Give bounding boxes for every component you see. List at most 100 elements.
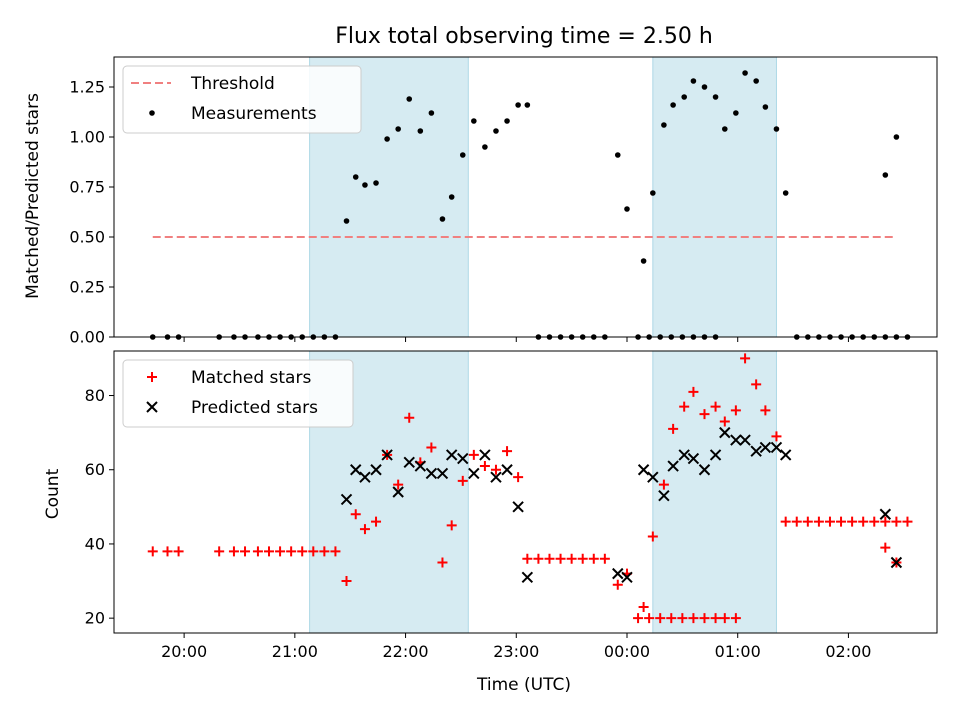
matched-point (479, 461, 490, 472)
matched-point (240, 546, 251, 557)
measurement-point (893, 134, 900, 140)
measurement-point (504, 118, 510, 124)
x-tick-label: 01:00 (715, 642, 761, 661)
predicted-point (521, 571, 534, 584)
measurement-point (373, 180, 379, 186)
measurement-point (624, 206, 630, 212)
y-tick-label: 1.25 (69, 78, 105, 97)
matched-point (612, 579, 623, 590)
predicted-point (370, 464, 382, 476)
matched-point (490, 464, 501, 475)
predicted-point (879, 508, 892, 520)
matched-point (502, 446, 513, 457)
matched-point (791, 516, 802, 527)
matched-point (588, 553, 599, 564)
matched-point (688, 613, 699, 624)
x-axis-label: Time (UTC) (476, 675, 571, 695)
y-tick-label: 0.75 (69, 178, 105, 197)
legend-measurements-swatch (149, 110, 155, 116)
legend-matched-label: Matched stars (191, 368, 311, 388)
matched-point (308, 546, 319, 557)
legend-box (122, 65, 362, 134)
matched-point (275, 546, 286, 557)
series-matched-stars (147, 353, 913, 624)
matched-point (730, 405, 741, 416)
matched-point (319, 546, 330, 557)
measurement-point (782, 190, 789, 196)
predicted-point (779, 449, 792, 461)
measurement-point (524, 102, 531, 108)
matched-point (880, 516, 891, 527)
measurement-point (733, 110, 739, 116)
bottom-panel: 20 40 60 80 20:00 21:00 22:00 23:00 00:00 01:00 0… (85, 350, 938, 661)
legend-matched-swatch (147, 372, 157, 382)
matched-point (359, 524, 370, 535)
matched-point (162, 546, 173, 557)
matched-point (658, 479, 669, 490)
matched-point (437, 557, 448, 568)
matched-point (297, 546, 308, 557)
predicted-point (403, 456, 415, 469)
y-ticks: 20 40 60 80 (85, 386, 114, 628)
matched-point (710, 613, 721, 624)
top-panel: 0.00 0.25 0.50 0.75 1.00 1.25 Threshold Measu… (69, 56, 938, 347)
matched-point (699, 409, 710, 420)
y-tick-label: 40 (85, 534, 105, 553)
matched-point (719, 613, 730, 624)
predicted-point (890, 556, 903, 569)
matched-point (577, 553, 588, 564)
matched-point (880, 542, 891, 553)
legend-box (122, 359, 354, 428)
predicted-point (770, 441, 783, 454)
measurement-point (439, 216, 446, 222)
matched-point (813, 516, 824, 527)
matched-point (252, 546, 263, 557)
matched-point (457, 475, 468, 486)
y-tick-label: 0.50 (69, 228, 105, 247)
x-tick-label: 21:00 (272, 642, 318, 661)
measurement-point (352, 174, 359, 180)
y-tick-label: 80 (85, 386, 105, 405)
matched-point (666, 613, 677, 624)
matched-point (513, 472, 524, 483)
matched-point (802, 516, 813, 527)
measurement-point (384, 136, 390, 142)
x-ticks: 20:00 21:00 22:00 23:00 00:00 01:00 02:00 (161, 633, 871, 661)
predicted-point (698, 464, 711, 476)
measurement-point (459, 152, 466, 158)
measurement-point (395, 126, 401, 132)
matched-point (668, 423, 679, 434)
measurement-point (721, 126, 728, 132)
matched-point (677, 613, 688, 624)
predicted-point (658, 490, 670, 502)
predicted-point (621, 571, 633, 584)
matched-point (847, 516, 858, 527)
predicted-point (501, 464, 513, 476)
matched-point (902, 516, 913, 527)
matched-point (760, 405, 771, 416)
measurement-point (661, 122, 667, 128)
legend: Matched stars Predicted stars (122, 359, 354, 428)
measurement-point (762, 104, 769, 110)
matched-point (688, 386, 699, 397)
matched-point (730, 613, 741, 624)
legend-predicted-swatch (146, 401, 158, 413)
matched-point (147, 546, 158, 557)
matched-point (350, 509, 361, 520)
matched-point (228, 546, 239, 557)
x-tick-label: 23:00 (493, 642, 539, 661)
predicted-point (667, 460, 679, 472)
matched-point (638, 602, 649, 613)
predicted-point (647, 471, 659, 483)
measurement-point (482, 144, 488, 150)
predicted-point (457, 452, 469, 465)
x-tick-label: 02:00 (825, 642, 871, 661)
matched-point (426, 442, 437, 453)
matched-point (468, 449, 479, 460)
matched-point (891, 516, 902, 527)
measurement-point (742, 70, 748, 76)
x-tick-label: 22:00 (383, 642, 429, 661)
matched-point (341, 576, 352, 587)
x-tick-label: 20:00 (161, 642, 207, 661)
legend-threshold-label: Threshold (190, 74, 275, 94)
